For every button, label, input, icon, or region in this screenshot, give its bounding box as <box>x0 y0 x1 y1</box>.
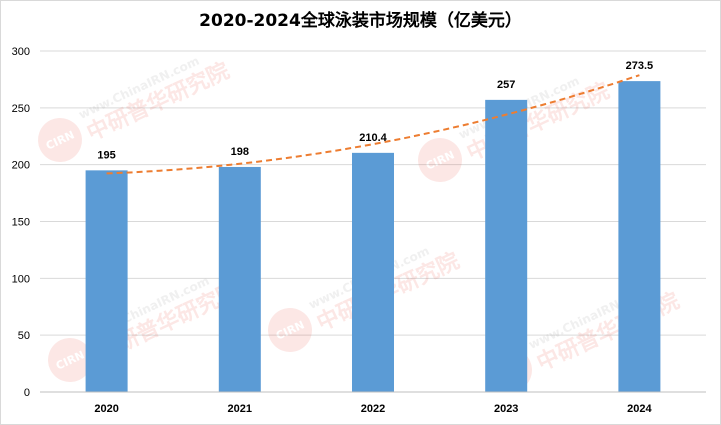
x-tick-label: 2021 <box>228 403 252 415</box>
bar-2024 <box>618 81 661 392</box>
chart-title: 2020-2024全球泳装市场规模（亿美元） <box>199 11 522 31</box>
y-tick-label: 150 <box>12 217 30 229</box>
x-tick-label: 2023 <box>494 403 518 415</box>
bar-2022 <box>352 152 394 392</box>
data-label-2020: 195 <box>97 149 115 161</box>
watermark-logo-icon <box>418 138 462 182</box>
y-axis-ticks: 0 50 100 150 200 250 300 <box>12 46 30 399</box>
x-tick-label: 2020 <box>94 403 118 415</box>
data-label-2024: 273.5 <box>626 60 654 72</box>
x-axis-ticks: 2020 2021 2022 2023 2024 <box>94 403 652 415</box>
data-label-2022: 210.4 <box>359 132 387 144</box>
bar-2023 <box>485 99 528 393</box>
bar-2021 <box>218 166 261 392</box>
y-tick-label: 250 <box>12 103 30 115</box>
watermark-logo-icon <box>268 308 312 352</box>
y-tick-label: 300 <box>12 46 30 58</box>
data-label-2021: 198 <box>231 146 249 158</box>
y-tick-label: 0 <box>24 387 30 399</box>
bars <box>85 81 661 393</box>
y-tick-label: 100 <box>12 273 30 285</box>
y-tick-label: 50 <box>18 330 30 342</box>
watermark-logo-icon <box>38 118 82 162</box>
data-labels: 195 198 210.4 257 273.5 <box>97 60 653 161</box>
y-tick-label: 200 <box>12 160 30 172</box>
watermark-logo-icon <box>48 338 92 382</box>
data-label-2023: 257 <box>497 79 515 91</box>
x-tick-label: 2024 <box>627 403 652 415</box>
x-tick-label: 2022 <box>361 403 385 415</box>
bar-2020 <box>85 170 128 392</box>
trend-line <box>106 74 640 175</box>
